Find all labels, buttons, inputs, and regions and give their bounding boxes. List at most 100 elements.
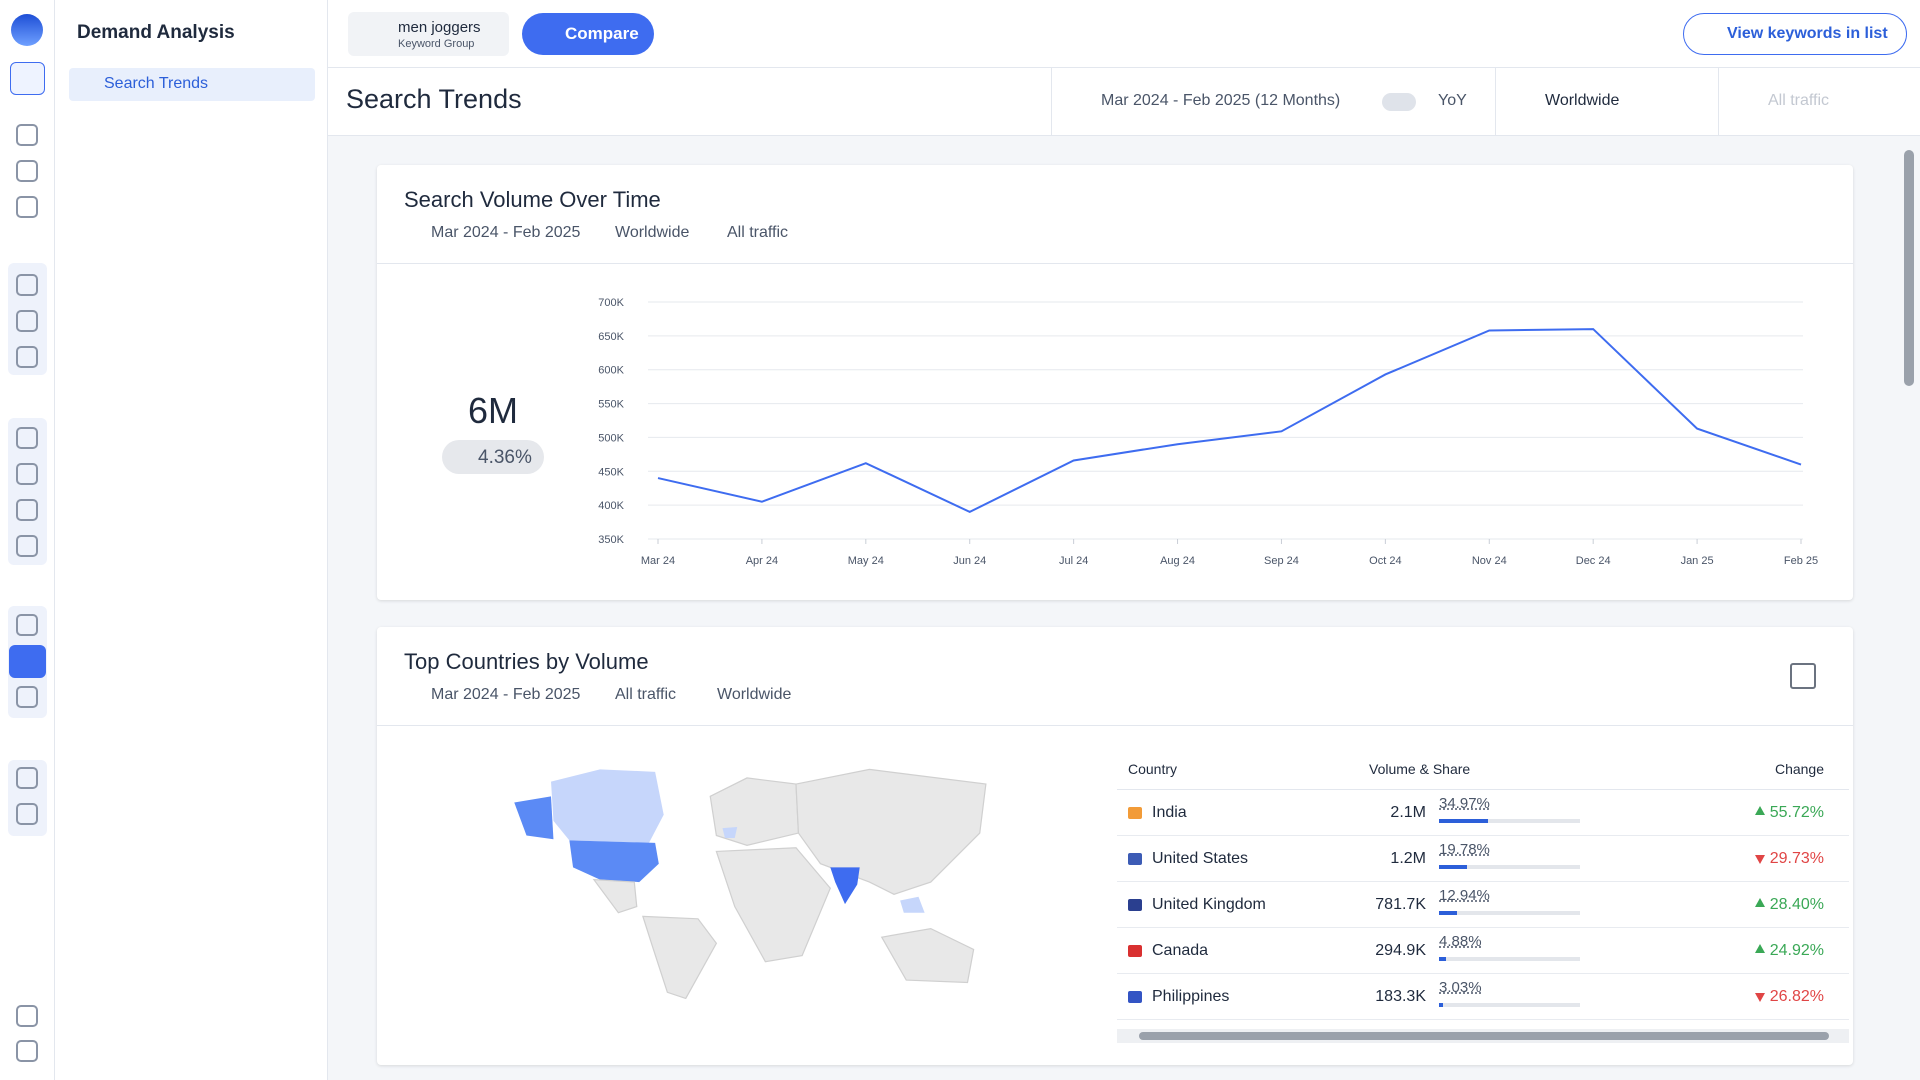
x-tick-label: May 24 xyxy=(848,555,884,567)
compare-button[interactable]: Compare xyxy=(522,13,654,55)
canada xyxy=(551,769,664,843)
x-tick-label: Dec 24 xyxy=(1576,555,1611,567)
link-icon[interactable] xyxy=(16,499,38,521)
share-label: 12.94% xyxy=(1439,887,1490,904)
volume: 2.1M xyxy=(1390,804,1426,821)
scroll-thumb[interactable] xyxy=(1139,1032,1829,1040)
country: United States xyxy=(1152,850,1249,867)
share-track xyxy=(1439,819,1580,823)
h-scrollbar[interactable] xyxy=(1117,1029,1849,1043)
pie-icon[interactable] xyxy=(16,346,38,368)
share-bar xyxy=(1439,1003,1444,1007)
trend-icon[interactable] xyxy=(16,196,38,218)
ai-button[interactable] xyxy=(10,62,45,95)
x-tick-label: Aug 24 xyxy=(1160,555,1195,567)
volume: 1.2M xyxy=(1390,850,1426,867)
globe-icon[interactable] xyxy=(16,274,38,296)
volume: 183.3K xyxy=(1375,988,1426,1005)
card-traffic: All traffic xyxy=(615,686,677,703)
world-icon[interactable] xyxy=(16,614,38,636)
report-icon[interactable] xyxy=(16,767,38,789)
country: Philippines xyxy=(1152,988,1230,1005)
flag xyxy=(1128,853,1142,865)
flag xyxy=(1128,991,1142,1003)
card-title: Top Countries by Volume xyxy=(404,649,649,674)
phone-icon[interactable] xyxy=(16,803,38,825)
divider xyxy=(1718,68,1719,136)
date-range[interactable]: Mar 2024 - Feb 2025 (12 Months) xyxy=(1101,92,1341,109)
card-title: Search Volume Over Time xyxy=(404,187,661,212)
divider xyxy=(1495,68,1496,136)
comparison[interactable]: YoY xyxy=(1438,92,1467,109)
nav-section: Demand Analysis xyxy=(77,22,235,43)
x-tick-label: Oct 24 xyxy=(1369,555,1401,567)
traffic[interactable]: All traffic xyxy=(1768,92,1830,109)
card-region: Worldwide xyxy=(717,686,792,703)
united-states xyxy=(569,840,659,883)
divider xyxy=(1051,68,1052,136)
excel-export[interactable] xyxy=(1790,663,1816,689)
card-date: Mar 2024 - Feb 2025 xyxy=(431,686,581,703)
share-label: 3.03% xyxy=(1439,979,1482,996)
doc-icon[interactable] xyxy=(16,535,38,557)
bars-icon[interactable] xyxy=(16,427,38,449)
change-arrow xyxy=(1755,993,1765,1002)
countries-table: Country Volume & Share Change India 2.1M 3… xyxy=(1117,747,1849,1047)
change: 55.72% xyxy=(1769,804,1824,821)
share-label: 19.78% xyxy=(1439,841,1490,858)
flag xyxy=(1128,899,1142,911)
flag xyxy=(1128,807,1142,819)
change: 24.92% xyxy=(1769,942,1824,959)
share-label: 34.97% xyxy=(1439,795,1490,812)
toggle[interactable] xyxy=(1382,93,1416,111)
settings-icon[interactable] xyxy=(16,1040,38,1062)
europe xyxy=(709,777,800,846)
table-row: Philippines 183.3K 3.03% 26.82% xyxy=(1117,974,1849,1020)
share-bar xyxy=(1439,819,1489,823)
table-row: Canada 294.9K 4.88% 24.92% xyxy=(1117,928,1849,974)
x-tick-label: Jun 24 xyxy=(953,555,986,567)
change: 29.73% xyxy=(1769,850,1824,867)
y-tick-label: 500K xyxy=(598,432,624,444)
y-tick-label: 450K xyxy=(598,466,624,478)
country: Canada xyxy=(1152,942,1209,959)
logo[interactable] xyxy=(11,14,43,46)
keyword-selector[interactable]: men joggers Keyword Group xyxy=(348,12,509,56)
v-scrollbar[interactable] xyxy=(1904,150,1914,386)
toolbar: Search Trends Mar 2024 - Feb 2025 (12 Mo… xyxy=(328,68,1920,136)
change-arrow xyxy=(1755,944,1765,953)
x-tick-label: Mar 24 xyxy=(641,555,675,567)
search-icon[interactable] xyxy=(16,463,38,485)
share-track xyxy=(1439,911,1580,915)
world-icon[interactable] xyxy=(16,310,38,332)
table-row: United States 1.2M 19.78% 29.73% xyxy=(1117,836,1849,882)
table-row: United Kingdom 781.7K 12.94% 28.40% xyxy=(1117,882,1849,928)
y-tick-label: 550K xyxy=(598,399,624,411)
y-tick-label: 400K xyxy=(598,500,624,512)
change: 28.40% xyxy=(1769,896,1824,913)
icon-group xyxy=(8,263,47,375)
view-keywords-button[interactable]: View keywords in list xyxy=(1683,13,1907,55)
apps-icon[interactable] xyxy=(16,160,38,182)
country: United Kingdom xyxy=(1152,896,1266,913)
line-series xyxy=(657,328,1802,514)
change-arrow xyxy=(1755,855,1765,864)
filter-icon[interactable] xyxy=(16,686,38,708)
region[interactable]: Worldwide xyxy=(1545,92,1620,109)
keyword: men joggers xyxy=(398,19,481,36)
share-bar xyxy=(1439,865,1467,869)
card-traffic: All traffic xyxy=(727,224,789,241)
nav-item[interactable]: Search Trends xyxy=(69,68,315,101)
nav-panel: Demand Analysis Search Trends xyxy=(55,0,328,1080)
column-header: Country xyxy=(1128,761,1178,777)
united-kingdom xyxy=(722,826,738,838)
y-tick-label: 700K xyxy=(598,297,624,309)
active-icon[interactable] xyxy=(9,645,46,678)
change-arrow xyxy=(1755,806,1765,815)
home-icon[interactable] xyxy=(16,124,38,146)
rocket-icon[interactable] xyxy=(16,1005,38,1027)
x-tick-label: Jan 25 xyxy=(1681,555,1714,567)
volume: 781.7K xyxy=(1375,896,1426,913)
